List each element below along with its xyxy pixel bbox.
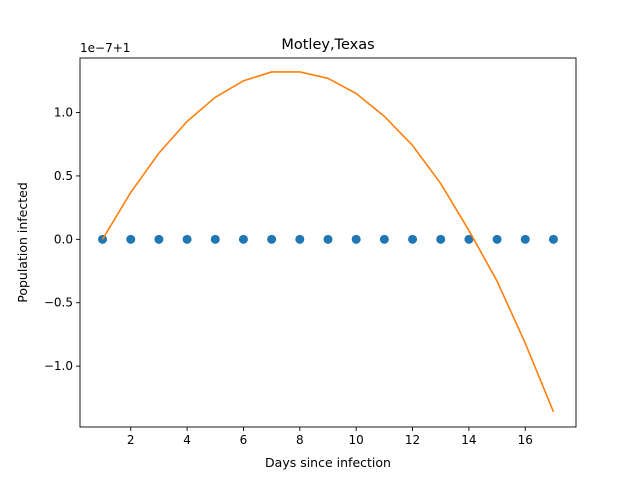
x-axis-label: Days since infection bbox=[265, 455, 391, 470]
scatter-point bbox=[436, 234, 446, 244]
x-tick-label: 10 bbox=[349, 433, 364, 447]
scatter-point bbox=[408, 234, 418, 244]
y-offset-text: 1e−7+1 bbox=[80, 41, 130, 55]
x-tick-label: 6 bbox=[240, 433, 248, 447]
x-tick-label: 16 bbox=[518, 433, 533, 447]
plot-frame bbox=[79, 57, 577, 428]
y-axis-label: Population infected bbox=[15, 182, 30, 303]
x-tick-label: 8 bbox=[296, 433, 304, 447]
x-tick-label: 12 bbox=[405, 433, 420, 447]
scatter-point bbox=[154, 234, 164, 244]
scatter-point bbox=[182, 234, 192, 244]
y-tick-label: 0.5 bbox=[54, 169, 73, 183]
x-tick-label: 14 bbox=[461, 433, 476, 447]
plot-area bbox=[98, 71, 558, 413]
scatter-point bbox=[126, 234, 136, 244]
scatter-point bbox=[464, 234, 474, 244]
scatter-point bbox=[323, 234, 333, 244]
chart-title: Motley,Texas bbox=[281, 37, 374, 53]
scatter-point bbox=[492, 234, 502, 244]
fitted-line bbox=[101, 71, 555, 413]
y-tick-label: 1.0 bbox=[54, 106, 73, 120]
scatter-point bbox=[210, 234, 220, 244]
scatter-point bbox=[548, 234, 558, 244]
y-tick-label: 0.0 bbox=[54, 232, 73, 246]
scatter-point bbox=[98, 234, 108, 244]
y-tick-label: −0.5 bbox=[44, 296, 73, 310]
scatter-point bbox=[379, 234, 389, 244]
scatter-point bbox=[267, 234, 277, 244]
scatter-point bbox=[238, 234, 248, 244]
scatter-point bbox=[520, 234, 530, 244]
x-axis-ticks: 2 4 6 8 10 12 14 16 bbox=[127, 427, 533, 447]
y-tick-label: −1.0 bbox=[44, 359, 73, 373]
x-tick-label: 2 bbox=[127, 433, 135, 447]
scatter-point bbox=[295, 234, 305, 244]
scatter-point bbox=[351, 234, 361, 244]
y-axis-ticks: −1.0 −0.5 0.0 0.5 1.0 bbox=[44, 106, 80, 373]
x-tick-label: 4 bbox=[183, 433, 191, 447]
